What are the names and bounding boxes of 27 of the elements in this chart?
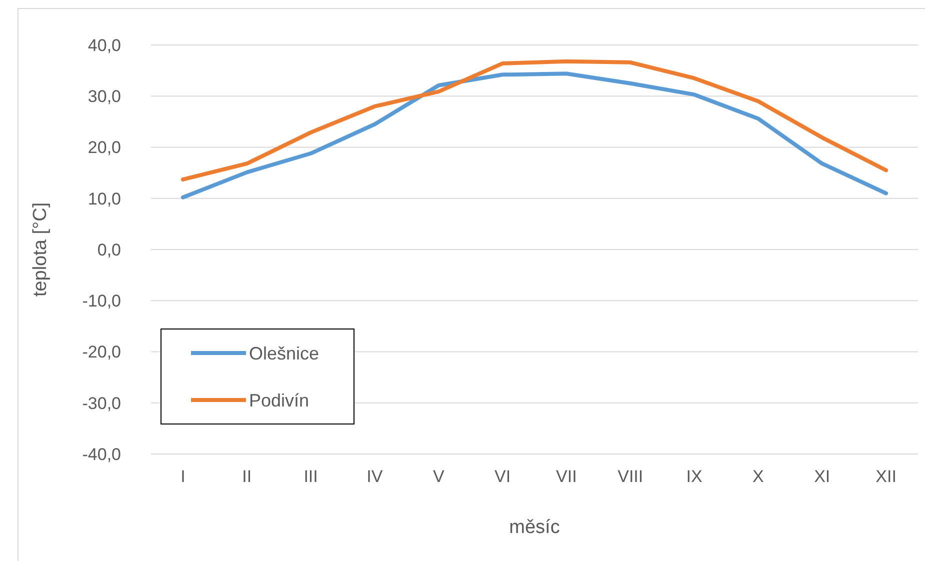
x-tick-label: III — [304, 467, 318, 486]
y-tick-label: 30,0 — [88, 87, 121, 106]
y-tick-label: 40,0 — [88, 36, 121, 55]
x-tick-label: V — [432, 467, 445, 486]
x-axis-title: měsíc — [509, 517, 560, 538]
y-tick-label: 0,0 — [97, 240, 121, 260]
x-tick-label: II — [242, 467, 252, 486]
x-tick-label: I — [180, 467, 186, 486]
x-tick-label: VII — [556, 467, 577, 486]
y-tick-label: -10,0 — [82, 292, 121, 311]
y-tick-label: -40,0 — [82, 444, 121, 464]
y-axis-title: teplota [°C] — [30, 202, 51, 297]
line-series — [180, 72, 888, 200]
y-tick-label: -30,0 — [82, 394, 121, 413]
x-tick-label: XI — [814, 467, 830, 486]
x-tick-label: XII — [876, 467, 896, 486]
x-tick-label: X — [752, 467, 764, 486]
x-tick-label: IX — [686, 467, 702, 486]
y-tick-label: 20,0 — [88, 138, 121, 158]
y-tick-label: -20,0 — [82, 342, 121, 362]
x-tick-label: IV — [366, 467, 384, 486]
x-tick-label: VI — [494, 467, 511, 486]
legend-label: Olešnice — [249, 343, 320, 364]
y-tick-label: 10,0 — [88, 189, 121, 208]
x-tick-label: VIII — [618, 467, 644, 486]
legend-label: Podivín — [249, 390, 310, 410]
line-series — [180, 59, 888, 182]
